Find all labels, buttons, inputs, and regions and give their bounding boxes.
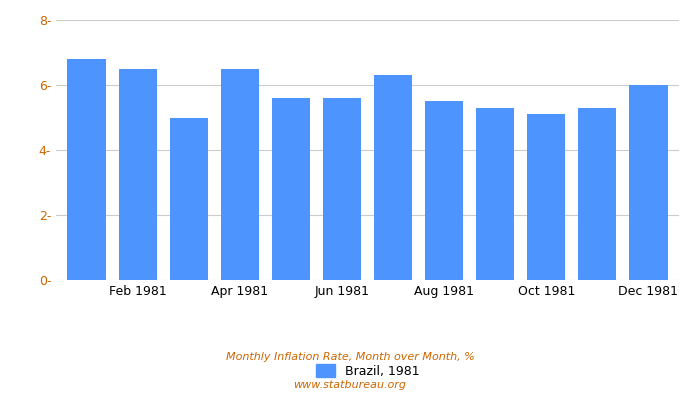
Bar <box>527 114 566 280</box>
Bar <box>578 108 617 280</box>
Bar <box>67 59 106 280</box>
Bar <box>118 69 157 280</box>
Bar <box>476 108 514 280</box>
Bar <box>272 98 310 280</box>
Bar <box>323 98 361 280</box>
Bar <box>425 101 463 280</box>
Bar <box>220 69 259 280</box>
Legend: Brazil, 1981: Brazil, 1981 <box>311 359 424 383</box>
Text: www.statbureau.org: www.statbureau.org <box>293 380 407 390</box>
Text: Monthly Inflation Rate, Month over Month, %: Monthly Inflation Rate, Month over Month… <box>225 352 475 362</box>
Bar <box>629 85 668 280</box>
Bar <box>374 75 412 280</box>
Bar <box>169 118 208 280</box>
